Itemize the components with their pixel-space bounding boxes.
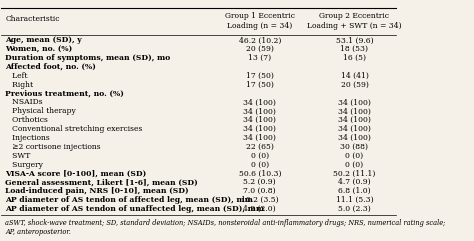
- Text: 0 (0): 0 (0): [346, 152, 364, 160]
- Text: NSAIDs: NSAIDs: [5, 99, 43, 107]
- Text: 34 (100): 34 (100): [243, 107, 276, 115]
- Text: 5.0 (2.3): 5.0 (2.3): [338, 205, 371, 213]
- Text: 10.2 (3.5): 10.2 (3.5): [241, 196, 279, 204]
- Text: 17 (50): 17 (50): [246, 81, 274, 89]
- Text: Affected foot, no. (%): Affected foot, no. (%): [5, 63, 96, 71]
- Text: SWT: SWT: [5, 152, 31, 160]
- Text: Load-induced pain, NRS [0-10], mean (SD): Load-induced pain, NRS [0-10], mean (SD): [5, 187, 189, 195]
- Text: Orthotics: Orthotics: [5, 116, 48, 124]
- Text: 4.9 (2.0): 4.9 (2.0): [244, 205, 276, 213]
- Text: 34 (100): 34 (100): [338, 125, 371, 133]
- Text: 0 (0): 0 (0): [251, 152, 269, 160]
- Text: 20 (59): 20 (59): [246, 45, 274, 53]
- Text: 34 (100): 34 (100): [338, 99, 371, 107]
- Text: Surgery: Surgery: [5, 161, 43, 168]
- Text: 16 (5): 16 (5): [343, 54, 366, 62]
- Text: 34 (100): 34 (100): [243, 116, 276, 124]
- Text: Left: Left: [5, 72, 28, 80]
- Text: Injections: Injections: [5, 134, 50, 142]
- Text: 34 (100): 34 (100): [338, 116, 371, 124]
- Text: 34 (100): 34 (100): [338, 134, 371, 142]
- Text: Age, mean (SD), y: Age, mean (SD), y: [5, 36, 82, 44]
- Text: VISA-A score [0-100], mean (SD): VISA-A score [0-100], mean (SD): [5, 169, 146, 177]
- Text: 34 (100): 34 (100): [243, 99, 276, 107]
- Text: 13 (7): 13 (7): [248, 54, 271, 62]
- Text: Previous treatment, no. (%): Previous treatment, no. (%): [5, 90, 124, 98]
- Text: aSWT, shock-wave treatment; SD, standard deviation; NSAIDs, nonsteroidal anti-in: aSWT, shock-wave treatment; SD, standard…: [5, 219, 446, 236]
- Text: 34 (100): 34 (100): [243, 125, 276, 133]
- Text: Women, no. (%): Women, no. (%): [5, 45, 73, 53]
- Text: 7.0 (0.8): 7.0 (0.8): [244, 187, 276, 195]
- Text: 0 (0): 0 (0): [251, 161, 269, 168]
- Text: Group 2 Eccentric
Loading + SWT (n = 34): Group 2 Eccentric Loading + SWT (n = 34): [307, 12, 402, 30]
- Text: 11.1 (5.3): 11.1 (5.3): [336, 196, 374, 204]
- Text: General assessment, Likert [1-6], mean (SD): General assessment, Likert [1-6], mean (…: [5, 178, 198, 186]
- Text: AP diameter of AS tendon of unaffected leg, mean (SD), mm: AP diameter of AS tendon of unaffected l…: [5, 205, 264, 213]
- Text: 53.1 (9.6): 53.1 (9.6): [336, 36, 374, 44]
- Text: 34 (100): 34 (100): [338, 107, 371, 115]
- Text: ≥2 cortisone injections: ≥2 cortisone injections: [5, 143, 101, 151]
- Text: 20 (59): 20 (59): [340, 81, 368, 89]
- Text: 5.2 (0.9): 5.2 (0.9): [244, 178, 276, 186]
- Text: 0 (0): 0 (0): [346, 161, 364, 168]
- Text: Right: Right: [5, 81, 34, 89]
- Text: Conventional stretching exercises: Conventional stretching exercises: [5, 125, 143, 133]
- Text: 14 (41): 14 (41): [340, 72, 368, 80]
- Text: Duration of symptoms, mean (SD), mo: Duration of symptoms, mean (SD), mo: [5, 54, 171, 62]
- Text: Physical therapy: Physical therapy: [5, 107, 76, 115]
- Text: 34 (100): 34 (100): [243, 134, 276, 142]
- Text: 6.8 (1.0): 6.8 (1.0): [338, 187, 371, 195]
- Text: Characteristic: Characteristic: [5, 15, 60, 23]
- Text: 22 (65): 22 (65): [246, 143, 274, 151]
- Text: 30 (88): 30 (88): [340, 143, 368, 151]
- Text: Group 1 Eccentric
Loading (n = 34): Group 1 Eccentric Loading (n = 34): [225, 12, 295, 30]
- Text: 50.2 (11.1): 50.2 (11.1): [333, 169, 376, 177]
- Text: 50.6 (10.3): 50.6 (10.3): [238, 169, 281, 177]
- Text: 17 (50): 17 (50): [246, 72, 274, 80]
- Text: AP diameter of AS tendon of affected leg, mean (SD), mm: AP diameter of AS tendon of affected leg…: [5, 196, 253, 204]
- Text: 46.2 (10.2): 46.2 (10.2): [238, 36, 281, 44]
- Text: 4.7 (0.9): 4.7 (0.9): [338, 178, 371, 186]
- Text: 18 (53): 18 (53): [340, 45, 368, 53]
